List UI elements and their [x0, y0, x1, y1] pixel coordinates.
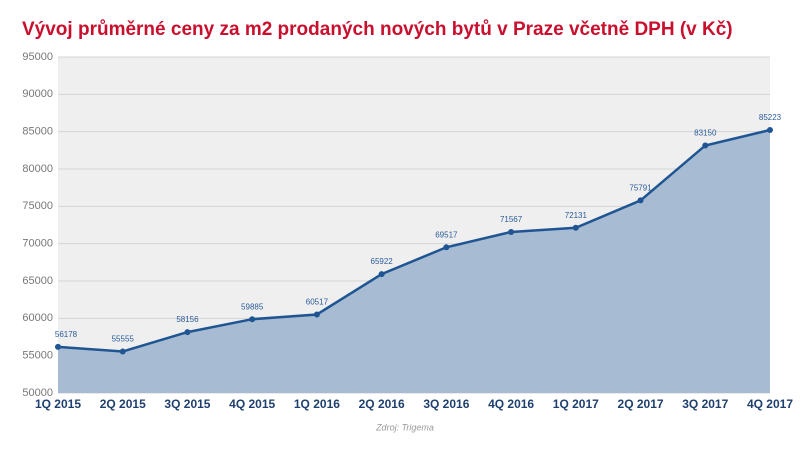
x-tick-label: 2Q 2015: [100, 397, 146, 411]
marker: [313, 311, 320, 318]
x-tick-label: 1Q 2015: [35, 397, 81, 411]
line: [57, 128, 771, 353]
x-tick-label: 3Q 2015: [164, 397, 210, 411]
data-label: 71567: [500, 215, 523, 224]
marker: [767, 127, 773, 134]
x-tick-label: 4Q 2016: [488, 397, 534, 411]
x-tick-label: 2Q 2017: [618, 397, 664, 411]
marker: [637, 197, 644, 204]
marker: [55, 343, 61, 350]
x-tick-label: 3Q 2016: [423, 397, 469, 411]
y-tick-label: 70000: [22, 238, 53, 250]
data-label: 85223: [759, 113, 782, 122]
marker: [702, 142, 709, 149]
marker: [572, 224, 579, 231]
y-tick-label: 50000: [22, 387, 53, 399]
x-tick-label: 2Q 2016: [359, 397, 405, 411]
marker: [119, 348, 126, 355]
x-tick-label: 1Q 2016: [294, 397, 340, 411]
data-label: 59885: [241, 302, 264, 311]
marker: [249, 316, 256, 323]
chart-title: Vývoj průměrné ceny za m2 prodaných nový…: [22, 19, 733, 40]
y-tick-label: 80000: [22, 163, 53, 175]
data-label: 75791: [629, 184, 652, 193]
data-label: 69517: [435, 230, 458, 239]
y-tick-label: 60000: [22, 312, 53, 324]
data-label: 55555: [112, 335, 135, 344]
x-tick-label: 4Q 2017: [747, 397, 793, 411]
data-label: 65922: [371, 257, 394, 266]
y-tick-label: 65000: [22, 275, 53, 287]
marker: [184, 329, 191, 336]
data-label: 58156: [176, 315, 199, 324]
data-label: 60517: [306, 298, 329, 307]
y-tick-label: 75000: [22, 200, 53, 212]
data-label: 56178: [55, 330, 78, 339]
y-tick-label: 90000: [22, 88, 53, 100]
marker: [378, 271, 385, 278]
x-tick-label: 4Q 2015: [229, 397, 275, 411]
y-tick-label: 95000: [22, 51, 53, 63]
data-label: 83150: [694, 129, 717, 138]
marker: [508, 228, 515, 235]
source: Zdroj: Trigema: [375, 422, 434, 432]
data-label: 72131: [565, 211, 588, 220]
y-tick-label: 85000: [22, 126, 53, 138]
marker: [443, 244, 450, 251]
x-tick-label: 1Q 2017: [553, 397, 599, 411]
x-tick-label: 3Q 2017: [682, 397, 728, 411]
y-tick-label: 55000: [22, 350, 53, 362]
